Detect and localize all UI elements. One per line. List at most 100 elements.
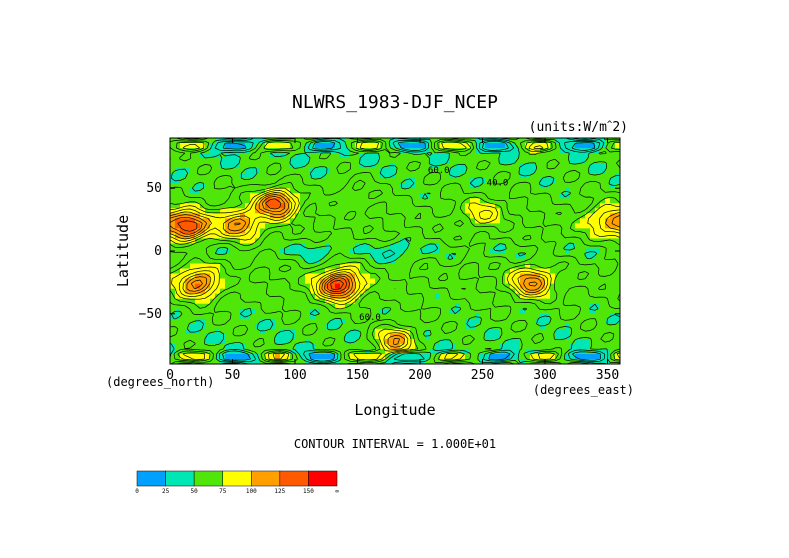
field-cell xyxy=(515,238,521,245)
field-cell xyxy=(445,353,451,360)
field-cell xyxy=(410,143,416,149)
field-cell xyxy=(385,238,391,245)
field-cell xyxy=(355,338,361,345)
field-cell xyxy=(585,328,591,335)
field-cell xyxy=(245,188,251,194)
field-cell xyxy=(255,258,261,265)
field-cell xyxy=(460,203,466,209)
field-cell xyxy=(170,233,176,240)
field-cell xyxy=(270,193,276,199)
field-cell xyxy=(515,218,521,224)
field-cell xyxy=(430,143,436,149)
field-cell xyxy=(440,228,446,235)
field-cell xyxy=(310,178,316,184)
field-cell xyxy=(560,238,566,245)
field-cell xyxy=(465,283,471,290)
field-cell xyxy=(345,223,351,229)
field-cell xyxy=(490,178,496,184)
field-cell xyxy=(410,308,416,315)
field-cell xyxy=(515,233,521,240)
field-cell xyxy=(385,218,391,224)
field-cell xyxy=(590,278,596,285)
field-cell xyxy=(410,333,416,340)
field-cell xyxy=(510,138,516,144)
field-cell xyxy=(340,193,346,199)
field-cell xyxy=(335,268,341,275)
field-cell xyxy=(575,153,581,159)
field-cell xyxy=(340,208,346,214)
field-cell xyxy=(315,213,321,219)
field-cell xyxy=(465,183,471,189)
field-cell xyxy=(490,248,496,255)
colorbar-label: ∞ xyxy=(335,488,339,495)
field-cell xyxy=(420,163,426,169)
field-cell xyxy=(185,183,191,189)
field-cell xyxy=(390,153,396,159)
field-cell xyxy=(610,248,616,255)
field-cell xyxy=(325,163,331,169)
field-cell xyxy=(385,333,391,340)
field-cell xyxy=(545,238,551,245)
field-cell xyxy=(415,243,421,250)
field-cell xyxy=(455,228,461,235)
field-cell xyxy=(170,203,176,209)
field-cell xyxy=(600,293,606,300)
field-cell xyxy=(550,143,556,149)
field-cell xyxy=(265,258,271,265)
field-cell xyxy=(455,283,461,290)
field-cell xyxy=(610,328,616,335)
field-cell xyxy=(570,243,576,250)
field-cell xyxy=(260,353,266,360)
field-cell xyxy=(445,253,451,260)
field-cell xyxy=(175,188,181,194)
field-cell xyxy=(515,243,521,250)
y-tick-label: 50 xyxy=(146,181,162,196)
field-cell xyxy=(330,188,336,194)
field-cell xyxy=(200,288,206,295)
field-cell xyxy=(560,273,566,280)
field-cell xyxy=(475,273,481,280)
field-cell xyxy=(460,258,466,265)
field-cell xyxy=(500,143,506,149)
field-cell xyxy=(485,228,491,235)
field-cell xyxy=(580,278,586,285)
field-cell xyxy=(595,308,601,315)
field-cell xyxy=(315,333,321,340)
field-cell xyxy=(505,213,511,219)
field-cell xyxy=(575,223,581,229)
field-cell xyxy=(500,328,506,335)
field-cell xyxy=(510,293,516,300)
field-cell xyxy=(365,273,371,280)
field-cell xyxy=(510,258,516,265)
field-cell xyxy=(360,278,366,285)
field-cell xyxy=(365,163,371,169)
field-cell xyxy=(170,333,176,340)
field-cell xyxy=(200,163,206,169)
field-cell xyxy=(490,208,496,214)
field-cell xyxy=(410,248,416,255)
field-cell xyxy=(275,323,281,330)
field-cell xyxy=(375,203,381,209)
field-cell xyxy=(320,353,326,360)
field-cell xyxy=(515,348,521,355)
field-cell xyxy=(515,303,521,310)
field-cell xyxy=(535,258,541,265)
field-cell xyxy=(580,263,586,270)
field-cell xyxy=(495,213,501,219)
field-cell xyxy=(195,163,201,169)
field-cell xyxy=(535,158,541,164)
field-cell xyxy=(260,278,266,285)
field-cell xyxy=(355,228,361,235)
field-cell xyxy=(540,293,546,300)
field-cell xyxy=(460,313,466,320)
field-cell xyxy=(400,208,406,214)
field-cell xyxy=(540,298,546,305)
field-cell xyxy=(610,178,616,184)
field-cell xyxy=(545,333,551,340)
field-cell xyxy=(305,148,311,154)
field-cell xyxy=(615,338,620,345)
field-cell xyxy=(580,338,586,345)
field-cell xyxy=(220,163,226,169)
field-cell xyxy=(245,148,251,154)
field-cell xyxy=(390,148,396,154)
